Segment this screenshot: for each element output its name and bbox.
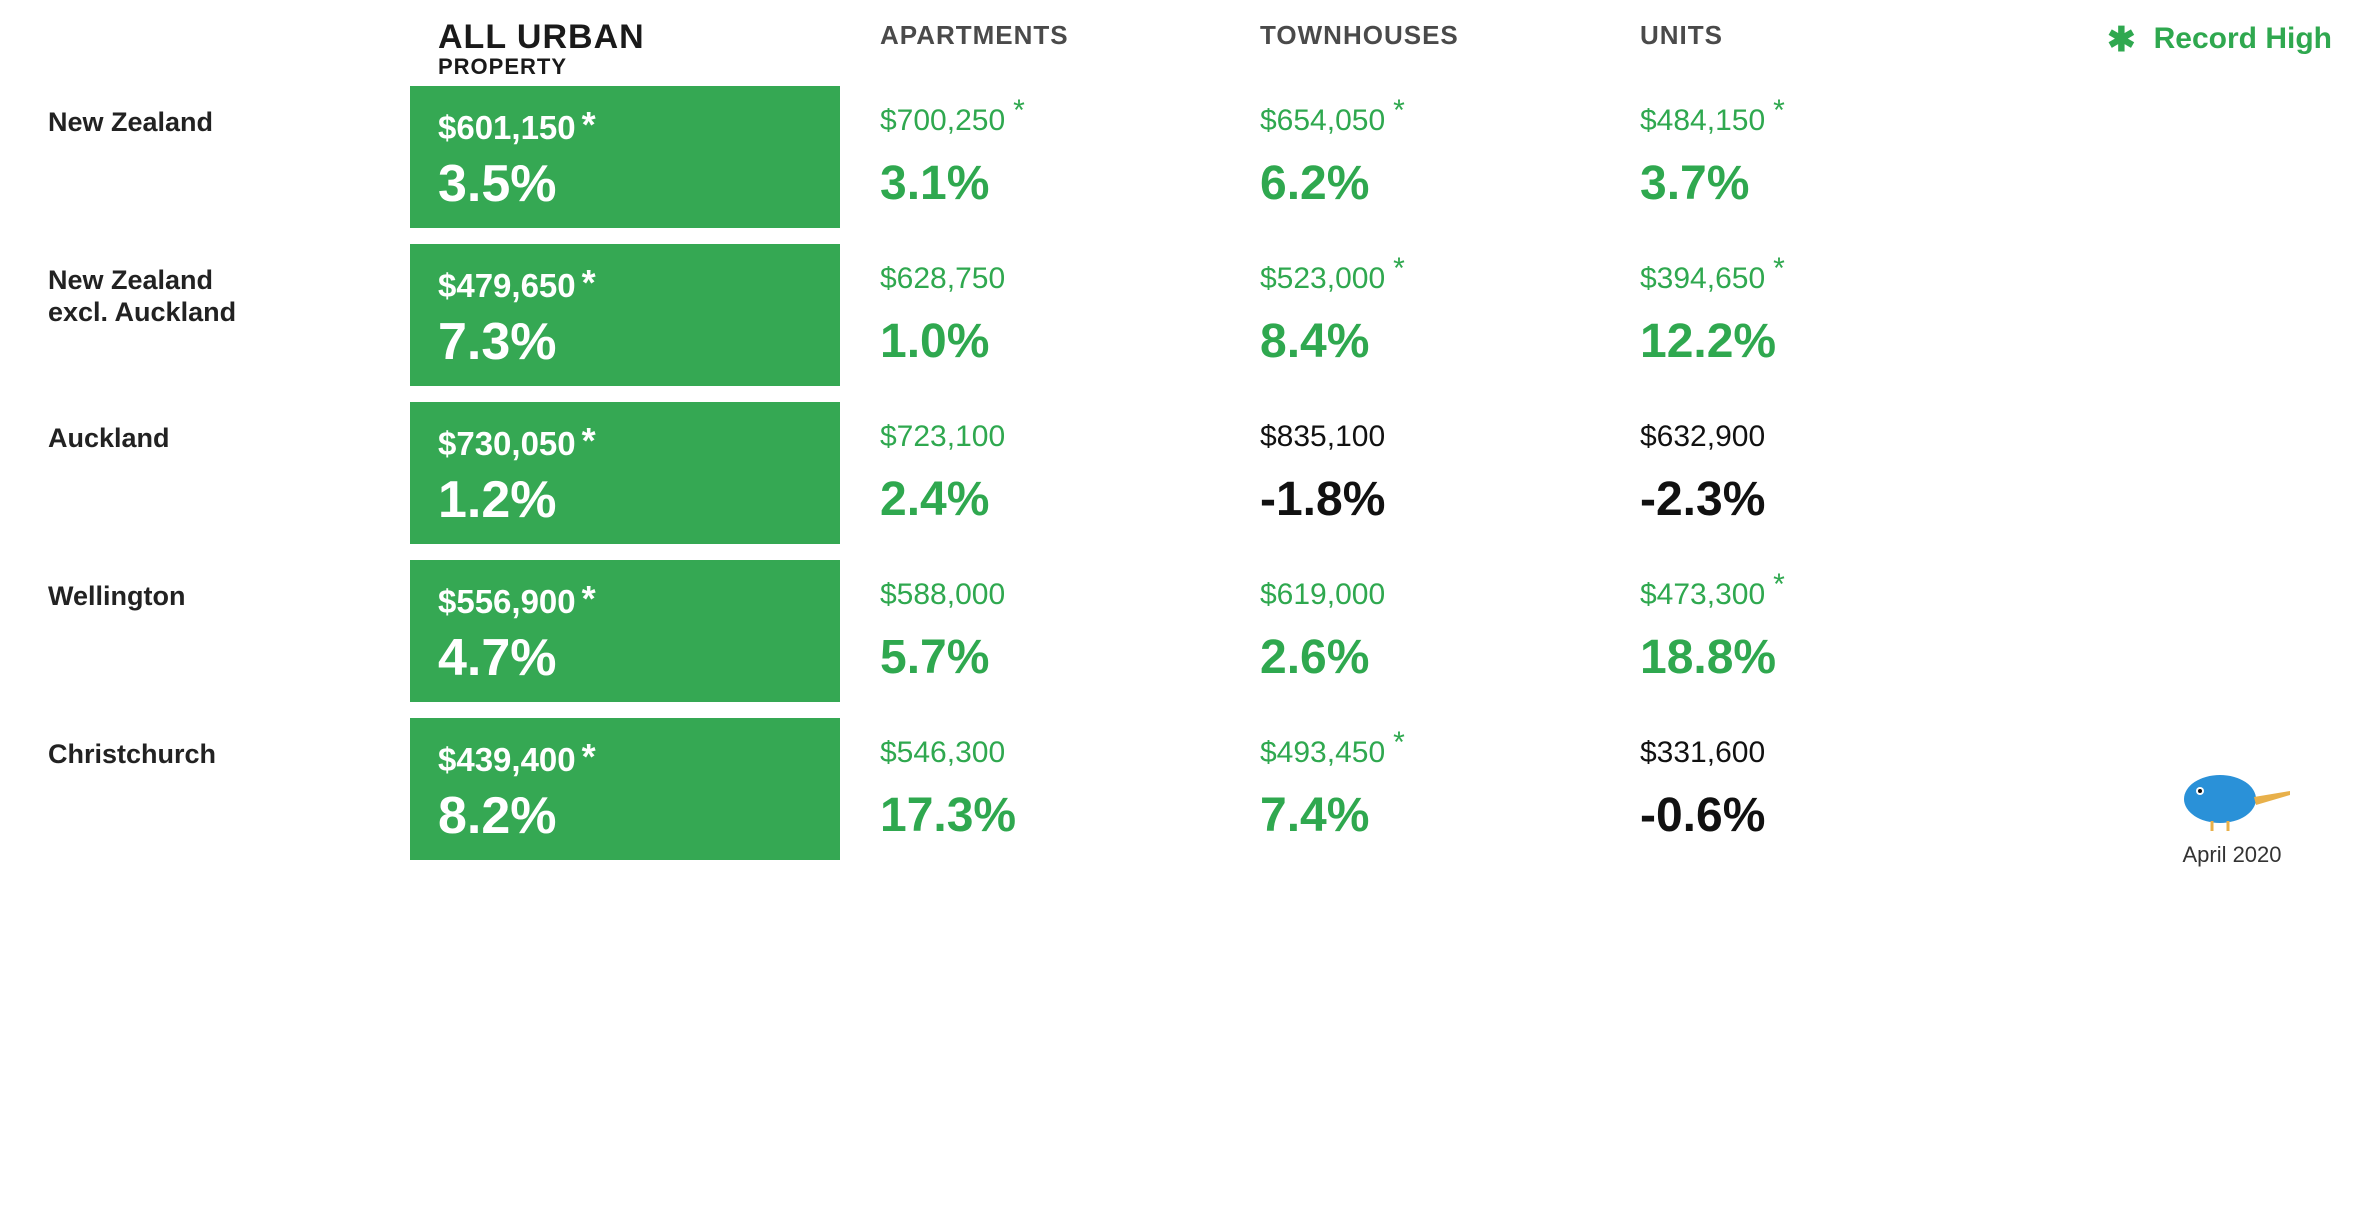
star-icon: * — [1393, 94, 1405, 128]
data-cell: $723,100 2.4% — [840, 394, 1220, 552]
all-urban-box: $479,650* 7.3% — [410, 244, 840, 386]
cell-pct: 18.8% — [1640, 630, 1980, 685]
data-cell: $700,250* 3.1% — [840, 78, 1220, 236]
cell-pct: 3.7% — [1640, 156, 1980, 211]
cell-pct: 6.2% — [1260, 156, 1600, 211]
cell-pct: 12.2% — [1640, 314, 1980, 369]
header-units: UNITS — [1600, 10, 1980, 78]
cell-price: $394,650 — [1640, 262, 1765, 296]
star-icon: * — [1773, 252, 1785, 286]
cell-pct: -0.6% — [1640, 788, 1980, 843]
star-icon: * — [582, 420, 596, 461]
all-urban-box: $439,400* 8.2% — [410, 718, 840, 860]
box-pct: 4.7% — [438, 628, 812, 688]
box-pct: 3.5% — [438, 154, 812, 214]
cell-price: $632,900 — [1640, 420, 1765, 454]
row-spacer — [1980, 78, 2342, 236]
box-price: $601,150 — [438, 109, 576, 147]
star-icon: * — [582, 578, 596, 619]
data-cell: $493,450* 7.4% — [1220, 710, 1600, 868]
cell-price: $523,000 — [1260, 262, 1385, 296]
cell-pct: 2.4% — [880, 472, 1220, 527]
header-townhouses: TOWNHOUSES — [1220, 10, 1600, 78]
cell-pct: -2.3% — [1640, 472, 1980, 527]
box-pct: 1.2% — [438, 470, 812, 530]
box-price: $479,650 — [438, 267, 576, 305]
star-icon: * — [1393, 252, 1405, 286]
row-spacer — [1980, 394, 2342, 552]
legend-record-high: ✱ Record High — [1980, 10, 2342, 78]
footer-date: April 2020 — [2172, 842, 2292, 868]
data-cell: $588,000 5.7% — [840, 552, 1220, 710]
legend-label: Record High — [2154, 22, 2332, 55]
cell-price: $700,250 — [880, 104, 1005, 138]
data-cell: $331,600 -0.6% — [1600, 710, 1980, 868]
property-price-table: ALL URBAN PROPERTY APARTMENTS TOWNHOUSES… — [30, 10, 2342, 868]
cell-price: $835,100 — [1260, 420, 1385, 454]
star-icon: * — [1773, 568, 1785, 602]
data-cell: $523,000* 8.4% — [1220, 236, 1600, 394]
data-cell: $394,650* 12.2% — [1600, 236, 1980, 394]
row-spacer — [1980, 552, 2342, 710]
cell-pct: 1.0% — [880, 314, 1220, 369]
cell-price: $654,050 — [1260, 104, 1385, 138]
region-label: Wellington — [30, 552, 410, 710]
data-cell: $628,750 1.0% — [840, 236, 1220, 394]
star-icon: * — [1393, 726, 1405, 760]
header-spacer — [30, 10, 410, 78]
star-icon: * — [582, 736, 596, 777]
data-cell: $473,300* 18.8% — [1600, 552, 1980, 710]
cell-pct: -1.8% — [1260, 472, 1600, 527]
header-all-urban: ALL URBAN PROPERTY — [410, 10, 840, 78]
cell-pct: 3.1% — [880, 156, 1220, 211]
cell-pct: 8.4% — [1260, 314, 1600, 369]
box-pct: 7.3% — [438, 312, 812, 372]
cell-price: $493,450 — [1260, 736, 1385, 770]
data-cell: $619,000 2.6% — [1220, 552, 1600, 710]
region-label: Christchurch — [30, 710, 410, 868]
cell-pct: 7.4% — [1260, 788, 1600, 843]
box-pct: 8.2% — [438, 786, 812, 846]
data-cell: $484,150* 3.7% — [1600, 78, 1980, 236]
header-main-title: ALL URBAN — [438, 18, 645, 56]
all-urban-box: $556,900* 4.7% — [410, 560, 840, 702]
all-urban-box: $730,050* 1.2% — [410, 402, 840, 544]
star-icon: * — [1773, 94, 1785, 128]
data-cell: $654,050* 6.2% — [1220, 78, 1600, 236]
row-spacer — [1980, 236, 2342, 394]
header-main-subtitle: PROPERTY — [438, 56, 840, 78]
star-icon: * — [582, 104, 596, 145]
data-cell: $632,900 -2.3% — [1600, 394, 1980, 552]
cell-price: $484,150 — [1640, 104, 1765, 138]
star-icon: * — [1013, 94, 1025, 128]
region-label: New Zealandexcl. Auckland — [30, 236, 410, 394]
cell-price: $331,600 — [1640, 736, 1765, 770]
cell-pct: 5.7% — [880, 630, 1220, 685]
cell-pct: 17.3% — [880, 788, 1220, 843]
star-icon: * — [582, 262, 596, 303]
data-cell: $835,100 -1.8% — [1220, 394, 1600, 552]
box-price: $439,400 — [438, 741, 576, 779]
kiwi-icon — [2172, 761, 2292, 831]
cell-pct: 2.6% — [1260, 630, 1600, 685]
data-cell: $546,300 17.3% — [840, 710, 1220, 868]
box-price: $556,900 — [438, 583, 576, 621]
cell-price: $546,300 — [880, 736, 1005, 770]
cell-price: $588,000 — [880, 578, 1005, 612]
cell-price: $723,100 — [880, 420, 1005, 454]
header-apartments: APARTMENTS — [840, 10, 1220, 78]
all-urban-box: $601,150* 3.5% — [410, 86, 840, 228]
cell-price: $619,000 — [1260, 578, 1385, 612]
cell-price: $473,300 — [1640, 578, 1765, 612]
logo-wrap: April 2020 — [2172, 761, 2292, 868]
cell-price: $628,750 — [880, 262, 1005, 296]
star-icon: ✱ — [2107, 20, 2136, 60]
region-label: New Zealand — [30, 78, 410, 236]
region-label: Auckland — [30, 394, 410, 552]
box-price: $730,050 — [438, 425, 576, 463]
